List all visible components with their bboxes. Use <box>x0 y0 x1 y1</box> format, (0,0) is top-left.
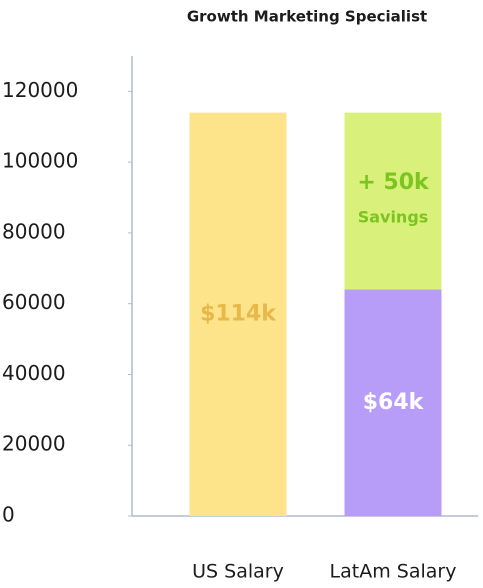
y-tick-label: 80000 <box>2 219 66 243</box>
annotation: Savings <box>358 208 429 227</box>
y-tick-label: 0 <box>2 503 15 527</box>
y-tick-label: 100000 <box>2 149 78 173</box>
bar-segment <box>189 112 287 516</box>
value-label: $64k <box>363 390 425 415</box>
x-tick-label: LatAm Salary <box>330 561 457 583</box>
x-tick-label: US Salary <box>192 561 284 583</box>
y-tick-label: 20000 <box>2 432 66 456</box>
bar-segment <box>344 289 442 516</box>
y-tick-label: 120000 <box>2 78 78 102</box>
y-tick-label: 40000 <box>2 361 66 385</box>
y-tick-label: 60000 <box>2 290 66 314</box>
value-label: $114k <box>200 301 277 326</box>
bar-segment <box>344 112 442 290</box>
chart-title: Growth Marketing Specialist <box>187 8 427 26</box>
value-label: + 50k <box>357 170 430 195</box>
